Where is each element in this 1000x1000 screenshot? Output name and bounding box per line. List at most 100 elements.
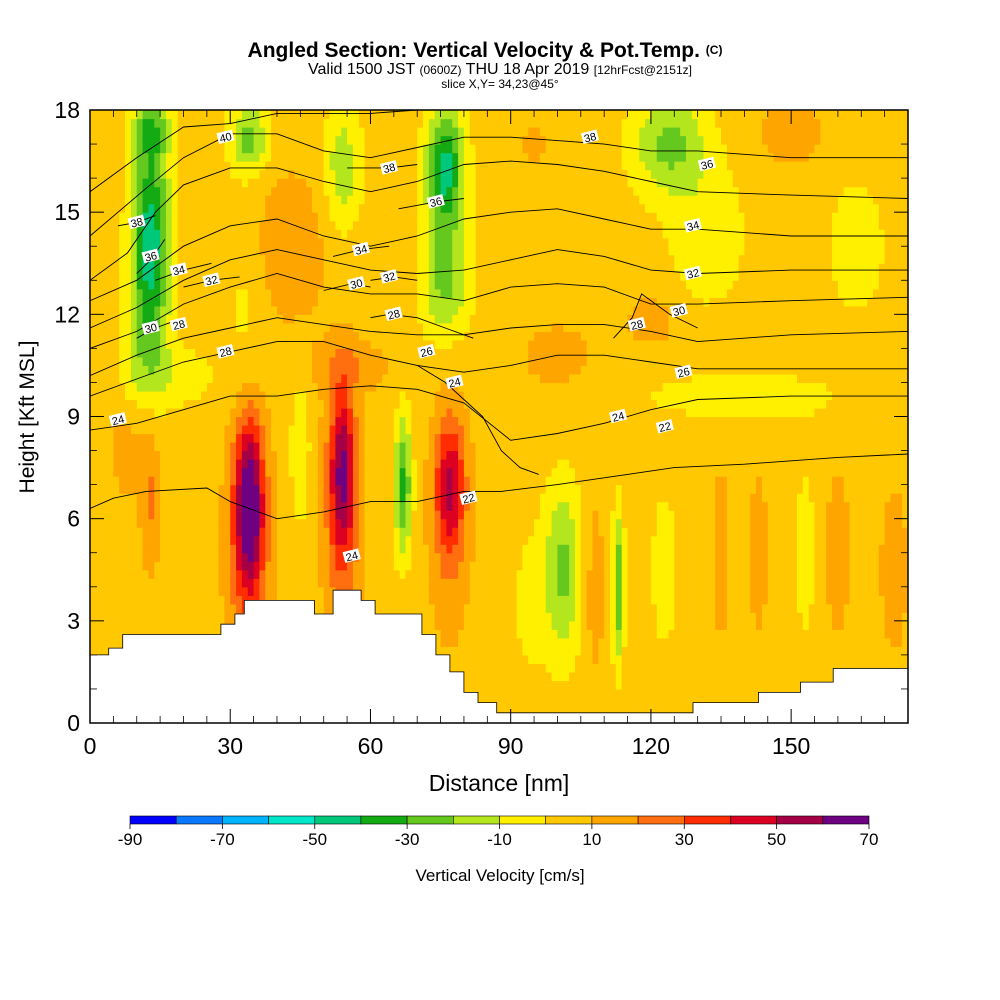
velocity-cell (323, 178, 331, 188)
velocity-cell (171, 484, 179, 494)
velocity-cell (393, 459, 401, 469)
velocity-cell (352, 407, 360, 418)
velocity-cell (481, 297, 488, 307)
velocity-cell (95, 356, 103, 367)
velocity-cell (95, 169, 103, 179)
velocity-cell (171, 399, 179, 409)
velocity-cell (165, 169, 173, 179)
velocity-cell (241, 348, 249, 358)
velocity-cell (446, 220, 453, 230)
velocity-cell (201, 331, 208, 341)
velocity-cell (393, 569, 401, 579)
velocity-cell (370, 220, 377, 230)
velocity-cell (358, 552, 366, 562)
velocity-cell (119, 110, 126, 120)
velocity-cell (130, 484, 138, 494)
velocity-cell (469, 527, 477, 537)
velocity-cell (90, 527, 97, 537)
velocity-cell (370, 314, 377, 324)
velocity-cell (136, 510, 144, 520)
velocity-cell (329, 407, 336, 418)
velocity-cell (463, 314, 471, 324)
velocity-cell (236, 382, 243, 392)
velocity-cell (370, 569, 377, 579)
velocity-cell (312, 390, 319, 401)
velocity-cell (165, 322, 173, 332)
velocity-cell (201, 595, 208, 605)
velocity-cell (352, 314, 360, 324)
velocity-cell (317, 237, 325, 247)
velocity-cell (236, 314, 243, 324)
velocity-cell (171, 493, 179, 503)
velocity-cell (469, 671, 477, 682)
velocity-cell (148, 382, 155, 392)
velocity-cell (206, 169, 214, 179)
velocity-cell (393, 135, 401, 145)
velocity-cell (136, 407, 144, 418)
velocity-cell (171, 356, 179, 367)
velocity-cell (265, 365, 272, 375)
velocity-cell (423, 365, 430, 375)
velocity-cell (253, 578, 261, 588)
velocity-cell (212, 535, 220, 545)
velocity-cell (341, 493, 348, 503)
velocity-cell (487, 484, 494, 494)
velocity-cell (130, 578, 138, 588)
velocity-cell (265, 322, 272, 332)
velocity-cell (90, 365, 97, 375)
velocity-cell (95, 220, 103, 230)
velocity-cell (458, 620, 465, 630)
velocity-cell (405, 348, 412, 358)
velocity-cell (288, 356, 296, 367)
velocity-cell (382, 595, 389, 605)
velocity-cell (259, 467, 266, 477)
velocity-cell (382, 220, 389, 230)
velocity-cell (276, 544, 284, 554)
velocity-cell (463, 254, 471, 264)
velocity-cell (352, 373, 360, 384)
velocity-cell (206, 161, 214, 171)
velocity-cell (487, 654, 494, 664)
velocity-cell (294, 254, 301, 264)
velocity-cell (271, 331, 278, 341)
velocity-cell (160, 280, 167, 290)
velocity-cell (265, 501, 272, 511)
velocity-cell (329, 467, 336, 477)
velocity-cell (101, 433, 109, 443)
velocity-cell (125, 110, 132, 120)
velocity-cell (428, 544, 436, 554)
velocity-cell (265, 161, 272, 171)
velocity-cell (382, 510, 389, 520)
velocity-cell (399, 186, 407, 196)
velocity-cell (481, 382, 488, 392)
velocity-cell (282, 595, 290, 605)
velocity-cell (195, 203, 202, 213)
velocity-cell (218, 203, 225, 213)
velocity-cell (107, 399, 114, 409)
velocity-cell (347, 373, 354, 384)
velocity-cell (440, 110, 448, 120)
velocity-cell (364, 552, 372, 562)
velocity-cell (393, 229, 401, 239)
velocity-cell (107, 271, 114, 281)
velocity-cell (253, 195, 261, 205)
velocity-cell (253, 467, 261, 477)
velocity-cell (487, 254, 494, 264)
velocity-cell (253, 246, 261, 256)
velocity-cell (463, 646, 471, 656)
velocity-cell (358, 356, 366, 367)
velocity-cell (393, 254, 401, 264)
velocity-cell (387, 450, 395, 460)
velocity-cell (434, 322, 442, 332)
velocity-cell (364, 373, 372, 384)
velocity-cell (434, 280, 442, 290)
velocity-cell (487, 110, 494, 120)
velocity-cell (177, 459, 185, 469)
velocity-cell (306, 425, 313, 435)
velocity-cell (300, 135, 307, 145)
velocity-cell (358, 110, 366, 120)
velocity-cell (352, 186, 360, 196)
velocity-cell (206, 382, 214, 392)
velocity-cell (195, 399, 202, 409)
velocity-cell (387, 195, 395, 205)
